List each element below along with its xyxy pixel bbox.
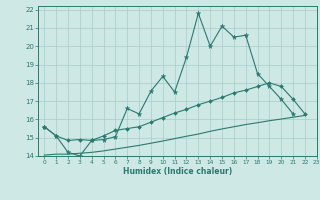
X-axis label: Humidex (Indice chaleur): Humidex (Indice chaleur): [123, 167, 232, 176]
